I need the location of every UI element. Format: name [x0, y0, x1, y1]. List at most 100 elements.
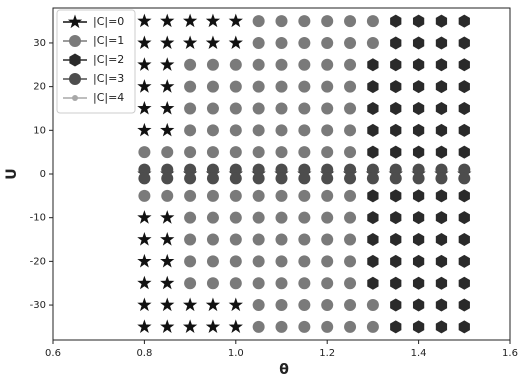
- point: [275, 277, 288, 290]
- point: [390, 320, 402, 334]
- legend-label: |C|=0: [93, 15, 124, 28]
- point: [252, 146, 265, 159]
- point: [389, 163, 402, 176]
- point: [184, 146, 197, 159]
- point: [184, 172, 197, 185]
- point: [458, 320, 470, 334]
- point: [321, 255, 334, 268]
- point: [435, 14, 448, 28]
- point: [138, 163, 151, 176]
- point: [161, 146, 174, 159]
- point: [298, 124, 311, 137]
- point: [275, 102, 288, 115]
- point: [412, 254, 425, 268]
- point: [275, 80, 288, 93]
- legend-label: |C|=1: [93, 34, 124, 47]
- point: [390, 211, 402, 225]
- point: [366, 172, 379, 185]
- point: [137, 79, 152, 93]
- point: [275, 172, 288, 185]
- point: [252, 277, 265, 290]
- point: [321, 233, 334, 246]
- point: [367, 145, 379, 159]
- point: [228, 297, 243, 312]
- point: [344, 102, 357, 115]
- point: [458, 298, 470, 312]
- legend-marker: [69, 73, 81, 85]
- point: [321, 80, 334, 93]
- point: [298, 277, 311, 290]
- point: [206, 163, 219, 176]
- point: [344, 233, 357, 246]
- point: [252, 80, 265, 93]
- point: [275, 299, 288, 312]
- point: [137, 319, 152, 333]
- point: [321, 102, 334, 115]
- point: [275, 189, 288, 202]
- point: [458, 58, 470, 72]
- point: [298, 36, 311, 49]
- point: [229, 58, 242, 71]
- point: [367, 254, 379, 268]
- point: [458, 163, 471, 176]
- point: [321, 163, 334, 176]
- point: [298, 211, 311, 224]
- point: [229, 102, 242, 115]
- point: [160, 319, 175, 333]
- point: [275, 320, 288, 333]
- point: [160, 122, 175, 137]
- point: [389, 172, 402, 185]
- point: [412, 58, 425, 72]
- point: [298, 189, 311, 202]
- point: [229, 80, 242, 93]
- point: [137, 100, 152, 115]
- point: [390, 298, 402, 312]
- point: [344, 36, 357, 49]
- point: [412, 172, 425, 185]
- point: [161, 163, 174, 176]
- point: [321, 211, 334, 224]
- point: [321, 172, 334, 185]
- point: [344, 299, 357, 312]
- x-tick-label: 0.6: [45, 348, 61, 359]
- point: [275, 124, 288, 137]
- point: [390, 14, 402, 28]
- point: [298, 163, 311, 176]
- point: [344, 80, 357, 93]
- point: [366, 320, 379, 333]
- point: [298, 80, 311, 93]
- point: [184, 163, 197, 176]
- point: [275, 58, 288, 71]
- point: [182, 13, 198, 28]
- point: [344, 189, 357, 202]
- point: [229, 233, 242, 246]
- point: [252, 211, 265, 224]
- point: [458, 80, 470, 94]
- point: [435, 58, 448, 72]
- x-axis-title: θ: [279, 362, 289, 376]
- point: [160, 35, 175, 50]
- point: [344, 277, 357, 290]
- point: [435, 320, 448, 334]
- point: [184, 233, 197, 246]
- point: [366, 36, 379, 49]
- point: [367, 101, 379, 115]
- y-tick-label: -30: [30, 300, 46, 311]
- point: [298, 15, 311, 28]
- point: [184, 102, 197, 115]
- point: [458, 211, 470, 225]
- point: [412, 36, 425, 50]
- point: [298, 102, 311, 115]
- point: [206, 233, 219, 246]
- point: [344, 15, 357, 28]
- x-tick-label: 1.6: [502, 348, 518, 359]
- y-tick-label: 0: [40, 169, 46, 180]
- point: [275, 255, 288, 268]
- point: [275, 146, 288, 159]
- point: [367, 80, 379, 94]
- legend-label: |C|=4: [93, 91, 124, 104]
- y-tick-label: 10: [33, 125, 46, 136]
- y-axis-title: U: [4, 168, 20, 179]
- point: [344, 211, 357, 224]
